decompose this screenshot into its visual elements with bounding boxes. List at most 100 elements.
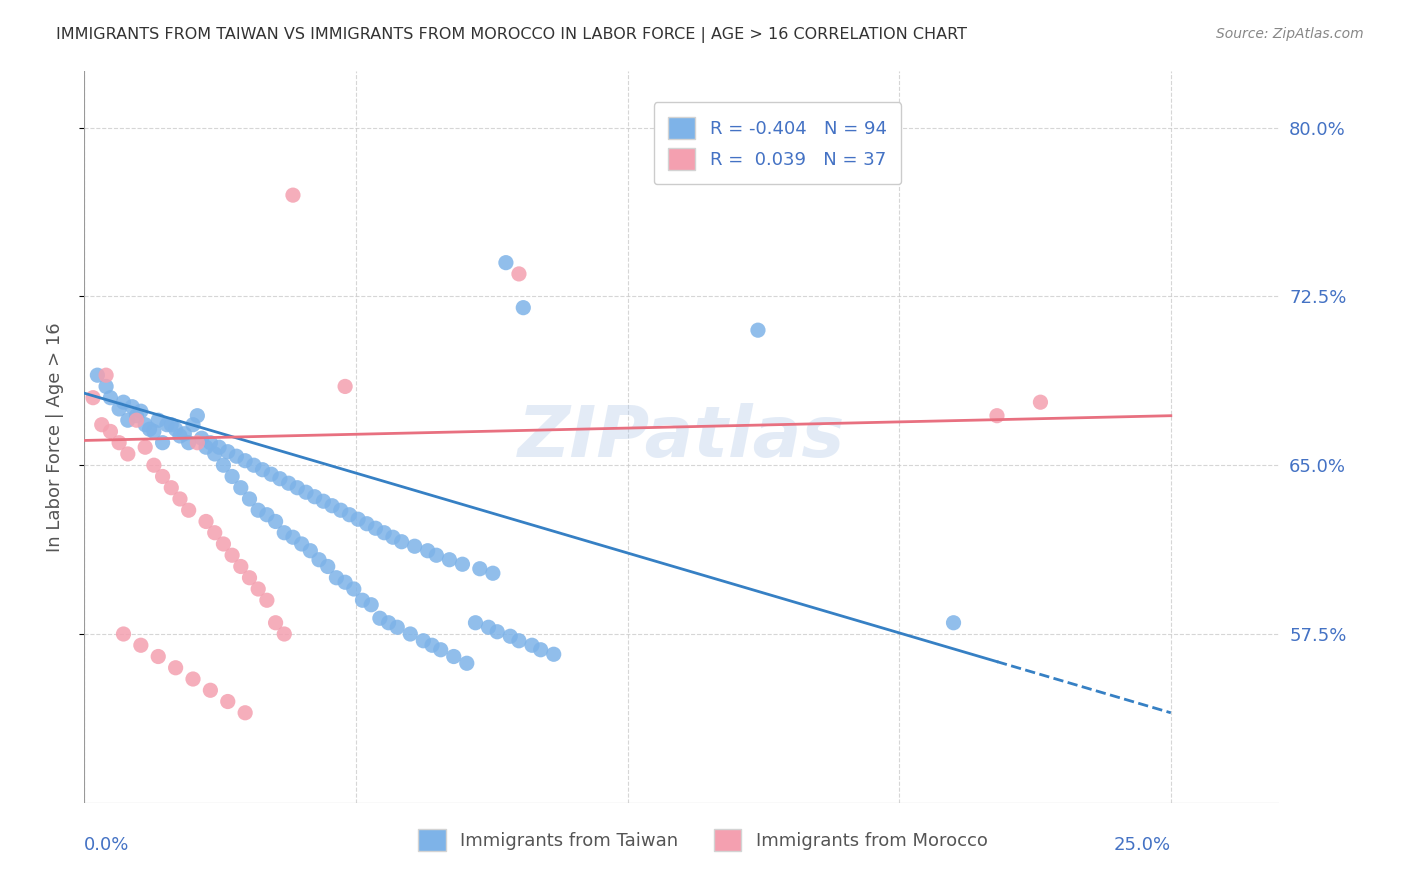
Point: [530, 642, 553, 657]
Point: [425, 548, 447, 562]
Point: [404, 539, 426, 553]
Point: [212, 537, 235, 551]
Point: [129, 638, 152, 652]
Point: [399, 627, 422, 641]
Point: [264, 515, 287, 529]
Point: [387, 620, 409, 634]
Point: [233, 706, 256, 720]
Point: [142, 458, 165, 473]
Point: [225, 449, 247, 463]
Point: [221, 548, 243, 562]
Point: [186, 435, 208, 450]
Point: [333, 379, 356, 393]
Point: [264, 615, 287, 630]
Point: [339, 508, 361, 522]
Point: [295, 485, 318, 500]
Point: [173, 426, 195, 441]
Point: [247, 503, 270, 517]
Point: [160, 417, 183, 432]
Point: [364, 521, 387, 535]
Point: [439, 553, 461, 567]
Point: [443, 649, 465, 664]
Point: [416, 543, 439, 558]
Point: [108, 435, 131, 450]
Point: [165, 422, 187, 436]
Point: [942, 615, 965, 630]
Point: [477, 620, 499, 634]
Point: [125, 413, 148, 427]
Point: [304, 490, 326, 504]
Point: [195, 440, 218, 454]
Point: [273, 627, 295, 641]
Point: [181, 672, 204, 686]
Point: [238, 571, 260, 585]
Point: [112, 395, 135, 409]
Point: [134, 440, 156, 454]
Point: [165, 661, 187, 675]
Point: [495, 255, 517, 269]
Point: [200, 435, 222, 450]
Point: [94, 368, 117, 383]
Point: [186, 409, 208, 423]
Point: [125, 409, 148, 423]
Point: [256, 508, 278, 522]
Point: [142, 425, 165, 439]
Point: [273, 525, 295, 540]
Legend: R = -0.404   N = 94, R =  0.039   N = 37: R = -0.404 N = 94, R = 0.039 N = 37: [654, 103, 901, 185]
Point: [112, 627, 135, 641]
Point: [82, 391, 104, 405]
Point: [299, 543, 322, 558]
Point: [256, 593, 278, 607]
Point: [747, 323, 769, 337]
Point: [508, 267, 530, 281]
Point: [134, 417, 156, 432]
Point: [212, 458, 235, 473]
Point: [195, 515, 218, 529]
Point: [247, 582, 270, 596]
Point: [412, 633, 434, 648]
Point: [269, 472, 291, 486]
Point: [281, 188, 304, 202]
Point: [233, 453, 256, 467]
Point: [352, 593, 374, 607]
Point: [499, 629, 522, 643]
Point: [217, 694, 239, 708]
Point: [512, 301, 534, 315]
Point: [190, 431, 212, 445]
Point: [277, 476, 299, 491]
Point: [543, 647, 565, 661]
Point: [343, 582, 366, 596]
Point: [373, 525, 395, 540]
Point: [156, 417, 179, 432]
Point: [360, 598, 382, 612]
Point: [108, 401, 131, 416]
Point: [325, 571, 347, 585]
Text: IMMIGRANTS FROM TAIWAN VS IMMIGRANTS FROM MOROCCO IN LABOR FORCE | AGE > 16 CORR: IMMIGRANTS FROM TAIWAN VS IMMIGRANTS FRO…: [56, 27, 967, 43]
Point: [986, 409, 1008, 423]
Legend: Immigrants from Taiwan, Immigrants from Morocco: Immigrants from Taiwan, Immigrants from …: [404, 814, 1002, 865]
Point: [508, 633, 530, 648]
Point: [160, 481, 183, 495]
Text: ZIPatlas: ZIPatlas: [519, 402, 845, 472]
Point: [100, 425, 122, 439]
Point: [148, 413, 170, 427]
Point: [456, 657, 478, 671]
Point: [420, 638, 443, 652]
Point: [129, 404, 152, 418]
Point: [377, 615, 399, 630]
Point: [148, 649, 170, 664]
Y-axis label: In Labor Force | Age > 16: In Labor Force | Age > 16: [45, 322, 63, 552]
Point: [468, 562, 491, 576]
Point: [391, 534, 413, 549]
Point: [217, 444, 239, 458]
Text: 0.0%: 0.0%: [84, 836, 129, 854]
Point: [229, 559, 252, 574]
Point: [94, 379, 117, 393]
Point: [520, 638, 543, 652]
Point: [169, 491, 191, 506]
Point: [138, 422, 160, 436]
Point: [321, 499, 343, 513]
Point: [121, 400, 143, 414]
Point: [152, 435, 174, 450]
Point: [429, 642, 451, 657]
